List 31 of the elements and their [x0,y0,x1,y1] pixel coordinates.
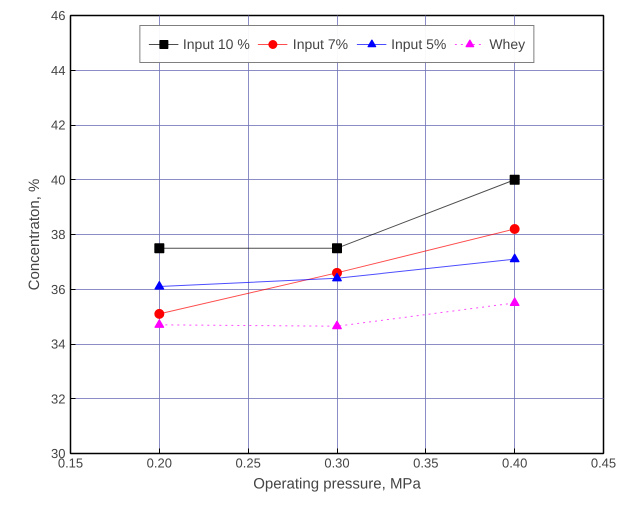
point [332,243,342,254]
point [510,174,520,185]
y-tick-label: 42 [51,118,66,132]
x-tick-label: 0.40 [502,456,528,470]
point [510,224,520,234]
y-tick-label: 38 [51,227,66,242]
point [154,319,164,328]
y-tick-label: 34 [51,336,66,352]
legend-label: Whey [489,36,526,52]
legend-label: Input 7% [292,36,348,52]
point [332,320,342,330]
y-tick-label: 32 [51,391,66,406]
point [154,308,164,319]
y-tick-label: 40 [51,172,66,188]
y-axis-title: Concentraton, % [26,178,44,290]
legend-label: Input 10 % [182,36,250,52]
x-tick-label: 0.35 [413,456,438,470]
point [332,272,342,282]
y-tick-label: 44 [51,62,66,78]
point [154,243,164,254]
point [154,280,164,290]
x-tick-label: 0.45 [590,456,616,470]
point [510,253,520,262]
x-tick-label: 0.30 [324,456,350,470]
legend-label: Input 5% [391,36,446,52]
y-tick-label: 36 [51,282,66,297]
point [510,297,520,306]
x-tick-label: 0.20 [146,456,172,470]
x-axis-title: Operating pressure, MPa [253,476,422,492]
y-tick-label: 46 [51,8,66,23]
x-tick-label: 0.25 [236,456,261,470]
